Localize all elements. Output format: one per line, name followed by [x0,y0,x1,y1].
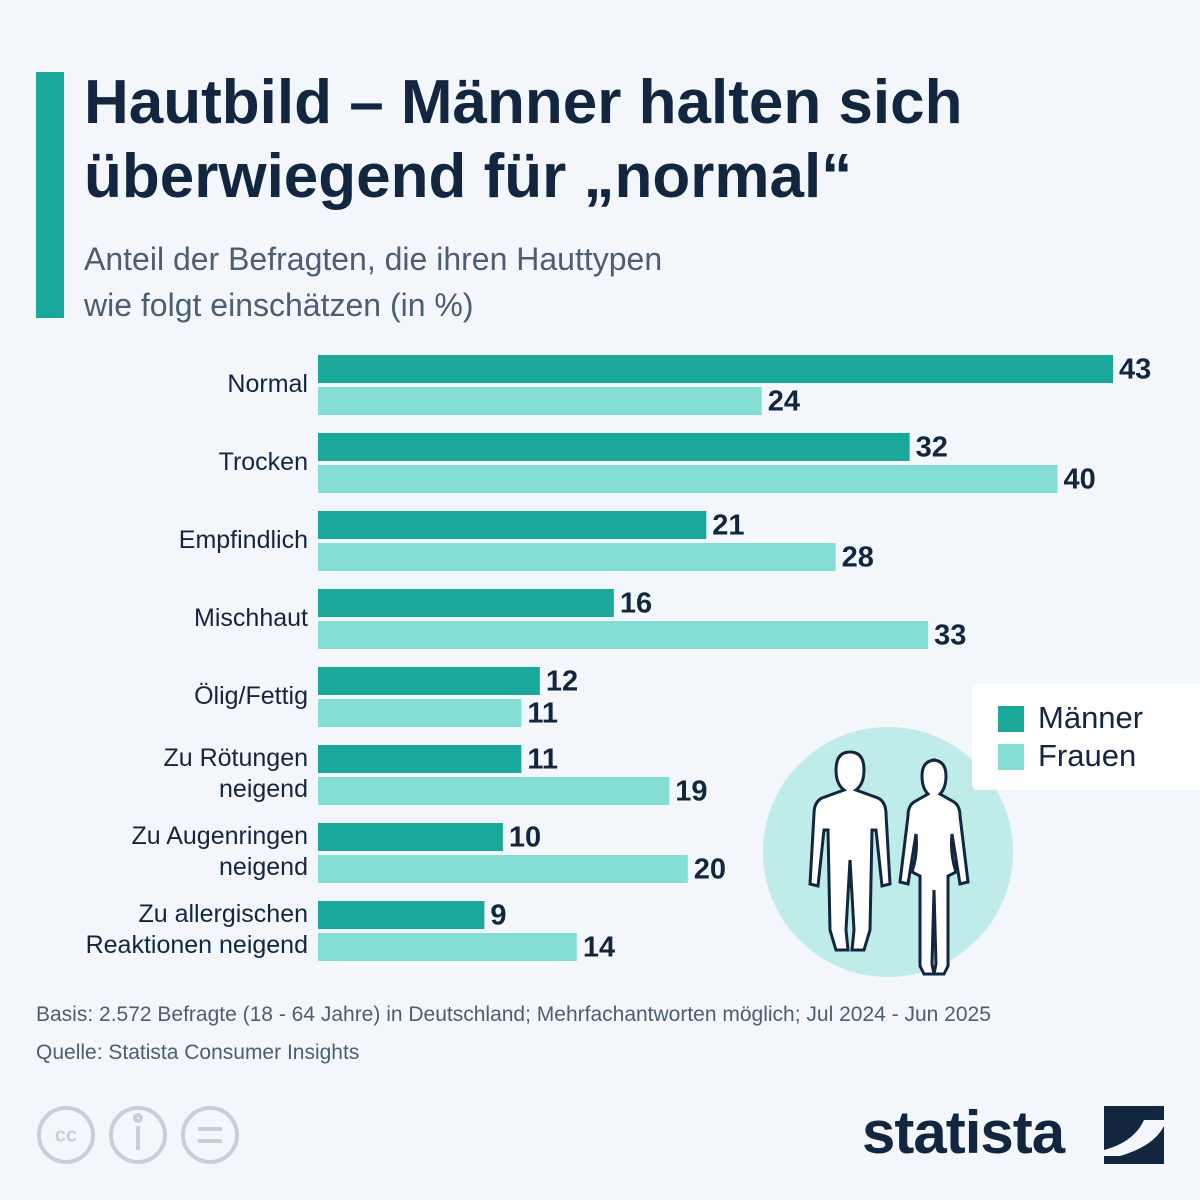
value-label: 11 [527,698,558,730]
bar [318,933,577,961]
bar [318,667,540,695]
bar [318,621,929,649]
category-label: Ölig/Fettig [194,681,308,710]
brand-icon [1104,1106,1164,1164]
bar [318,387,762,415]
note: Basis: 2.572 Befragte (18 - 64 Jahre) in… [36,1003,991,1026]
value-label: 9 [490,900,506,932]
value-label: 20 [694,854,726,886]
category-label: Zu Augenringen neigend [131,822,308,881]
value-label: 16 [620,588,652,620]
value-label: 12 [546,666,578,698]
category-label: Mischhaut [194,603,308,632]
legend-swatch [998,744,1024,770]
legend-label: Männer [1038,700,1143,735]
value-label: 19 [675,776,707,808]
legend-box [972,684,1200,790]
value-label: 28 [842,542,874,574]
bar [318,699,522,727]
value-label: 21 [712,510,744,542]
value-label: 43 [1119,354,1151,386]
brand: statista [862,1099,1065,1166]
value-label: 11 [527,744,558,776]
bar [318,433,910,461]
category-label: Zu allergischen Reaktionen neigend [85,900,308,959]
bar [318,823,503,851]
bar [318,355,1113,383]
category-label: Empfindlich [178,525,308,554]
legend-label: Frauen [1038,738,1136,773]
svg-text:cc: cc [55,1124,77,1146]
bar [318,777,670,805]
source: Quelle: Statista Consumer Insights [36,1041,360,1064]
illustration [808,750,970,976]
value-label: 24 [768,386,800,418]
value-label: 14 [583,932,615,964]
bar [318,543,836,571]
value-label: 33 [934,620,966,652]
bar [318,589,614,617]
subtitle: Anteil der Befragten, die ihren Hauttype… [84,241,663,323]
category-label: Trocken [218,447,308,476]
value-label: 32 [916,432,948,464]
category-label: Zu Rötungen neigend [163,744,308,803]
legend-swatch [998,706,1024,732]
bar [318,745,522,773]
cc-icons: cc [37,1106,239,1164]
bar [318,855,688,883]
value-label: 10 [509,822,541,854]
bar [318,901,485,929]
title-accent [36,72,64,318]
title: Hautbild – Männer halten sich überwiegen… [84,68,963,211]
category-label: Normal [227,369,308,398]
value-label: 40 [1064,464,1096,496]
bar [318,511,707,539]
bar [318,465,1058,493]
